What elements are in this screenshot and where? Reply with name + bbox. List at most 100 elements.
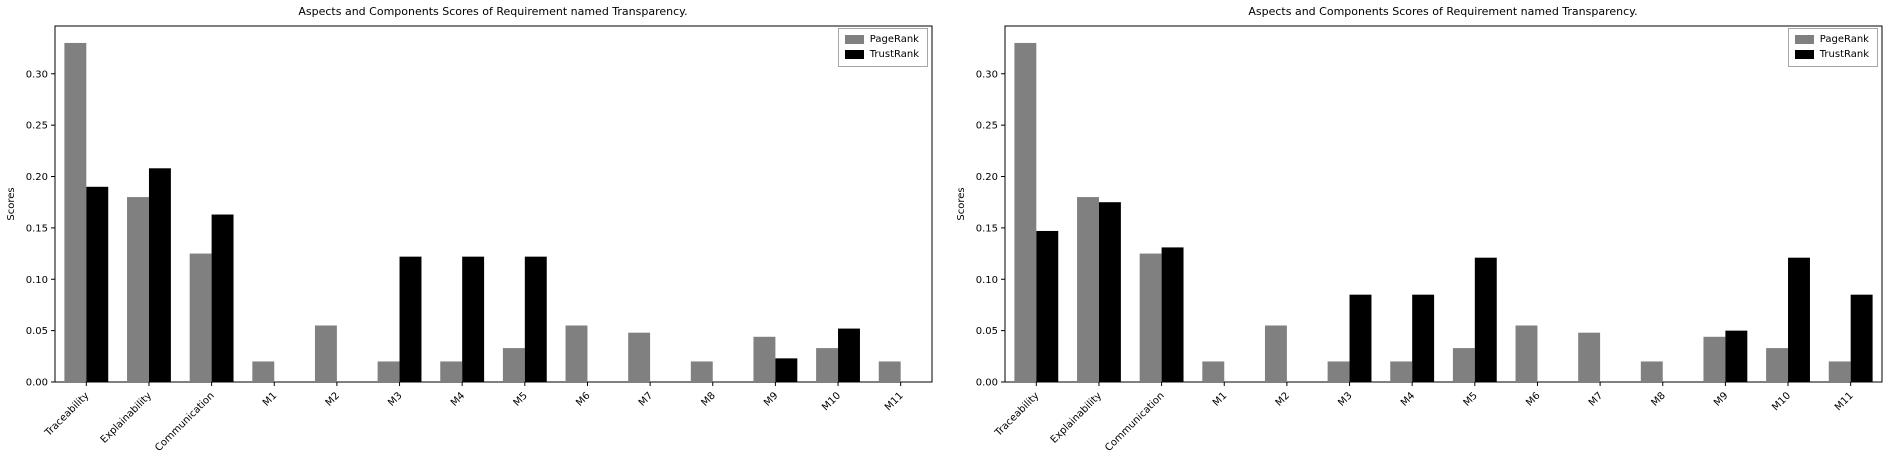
x-tick-label: Explainability — [99, 390, 154, 445]
x-tick-label: M10 — [1770, 390, 1793, 413]
x-tick-label: M7 — [1587, 390, 1605, 408]
bar-pagerank — [252, 361, 275, 382]
bar-pagerank — [1766, 348, 1789, 382]
x-tick-label: M9 — [762, 390, 780, 408]
legend-item-trustrank: TrustRank — [844, 47, 919, 62]
bar-pagerank — [377, 361, 400, 382]
bar-pagerank — [1703, 336, 1726, 382]
bar-pagerank — [1828, 361, 1851, 382]
pagerank-swatch — [1794, 35, 1814, 44]
x-tick-label: M5 — [512, 390, 530, 408]
x-tick-label: Traceability — [43, 390, 92, 439]
x-tick-label: M1 — [1211, 390, 1229, 408]
y-tick-label: 0.00 — [26, 378, 48, 389]
x-tick-label: M5 — [1462, 390, 1480, 408]
trustrank-swatch — [1794, 50, 1814, 59]
y-tick-label: 0.15 — [26, 223, 48, 234]
bar-trustrank — [524, 256, 547, 382]
bar-pagerank — [1327, 361, 1350, 382]
y-tick-label: 0.10 — [26, 275, 48, 286]
x-tick-label: Traceability — [993, 390, 1042, 439]
x-tick-label: M3 — [1336, 390, 1354, 408]
legend-label-trustrank: TrustRank — [869, 49, 919, 60]
x-tick-label: M10 — [820, 390, 843, 413]
bar-pagerank — [502, 348, 525, 382]
legend-label-trustrank: TrustRank — [1819, 49, 1869, 60]
bar-pagerank — [1264, 325, 1287, 382]
plot-border — [54, 25, 933, 383]
bar-pagerank — [1139, 253, 1162, 382]
bar-pagerank — [189, 253, 212, 382]
bar-pagerank — [1640, 361, 1663, 382]
bar-trustrank — [399, 256, 422, 382]
x-tick-label: M2 — [1274, 390, 1292, 408]
chart-right-svg: Aspects and Components Scores of Require… — [956, 5, 1883, 454]
x-tick-label: Communication — [153, 390, 217, 454]
bar-trustrank — [462, 256, 485, 382]
bar-pagerank — [690, 361, 713, 382]
bar-pagerank — [1390, 361, 1413, 382]
bar-trustrank — [1850, 294, 1873, 382]
x-tick-label: M9 — [1712, 390, 1730, 408]
y-tick-label: 0.05 — [26, 326, 48, 337]
bar-pagerank — [816, 348, 839, 382]
bar-pagerank — [440, 361, 463, 382]
bar-trustrank — [1036, 230, 1059, 382]
x-tick-label: M11 — [883, 390, 906, 413]
bar-trustrank — [775, 358, 798, 382]
chart-figure-right: Aspects and Components Scores of Require… — [950, 0, 1900, 467]
x-tick-label: M6 — [574, 390, 592, 408]
pagerank-swatch — [844, 35, 864, 44]
bar-pagerank — [628, 332, 651, 382]
bar-pagerank — [565, 325, 588, 382]
x-tick-label: M2 — [324, 390, 342, 408]
trustrank-swatch — [844, 50, 864, 59]
legend-item-pagerank: PageRank — [1794, 32, 1869, 47]
y-tick-label: 0.25 — [26, 121, 48, 132]
x-tick-label: Communication — [1103, 390, 1167, 454]
x-tick-label: M3 — [386, 390, 404, 408]
y-tick-label: 0.15 — [976, 223, 998, 234]
y-tick-label: 0.05 — [976, 326, 998, 337]
chart-left-svg: Aspects and Components Scores of Require… — [6, 5, 933, 454]
x-tick-label: M4 — [1399, 390, 1417, 408]
bar-pagerank — [1452, 348, 1475, 382]
legend-item-pagerank: PageRank — [844, 32, 919, 47]
bar-trustrank — [838, 328, 860, 382]
x-tick-label: M7 — [637, 390, 655, 408]
chart-title: Aspects and Components Scores of Require… — [298, 5, 687, 18]
legend-label-pagerank: PageRank — [869, 34, 919, 45]
y-axis-label: Scores — [956, 187, 967, 220]
bar-pagerank — [753, 336, 776, 382]
chart-figure-left: Aspects and Components Scores of Require… — [0, 0, 950, 467]
y-tick-label: 0.30 — [26, 69, 48, 80]
x-tick-label: M8 — [699, 390, 717, 408]
y-tick-label: 0.20 — [976, 172, 998, 183]
legend: PageRank TrustRank — [1787, 28, 1878, 67]
bar-trustrank — [1474, 257, 1497, 382]
bar-trustrank — [1161, 247, 1184, 382]
legend-item-trustrank: TrustRank — [1794, 47, 1869, 62]
bar-pagerank — [1077, 197, 1099, 382]
x-tick-label: M6 — [1524, 390, 1542, 408]
y-tick-label: 0.10 — [976, 275, 998, 286]
bar-trustrank — [1098, 202, 1121, 382]
x-tick-label: M4 — [449, 390, 467, 408]
legend: PageRank TrustRank — [837, 28, 928, 67]
bar-trustrank — [86, 186, 109, 382]
bar-trustrank — [148, 168, 171, 382]
y-tick-label: 0.00 — [976, 378, 998, 389]
bar-pagerank — [1014, 42, 1037, 382]
bar-trustrank — [1788, 257, 1810, 382]
y-tick-label: 0.20 — [26, 172, 48, 183]
bar-pagerank — [64, 42, 87, 382]
legend-label-pagerank: PageRank — [1819, 34, 1869, 45]
y-axis-label: Scores — [6, 187, 17, 220]
bar-trustrank — [1412, 294, 1435, 382]
x-tick-label: M8 — [1649, 390, 1667, 408]
y-tick-label: 0.30 — [976, 69, 998, 80]
plot-area: 0.00 0.05 0.10 0.15 0.20 0.25 0.30 Traceability… — [976, 25, 1883, 454]
plot-area: 0.00 0.05 0.10 0.15 0.20 0.25 0.30 Traceability… — [26, 25, 933, 454]
x-tick-label: Explainability — [1049, 390, 1104, 445]
